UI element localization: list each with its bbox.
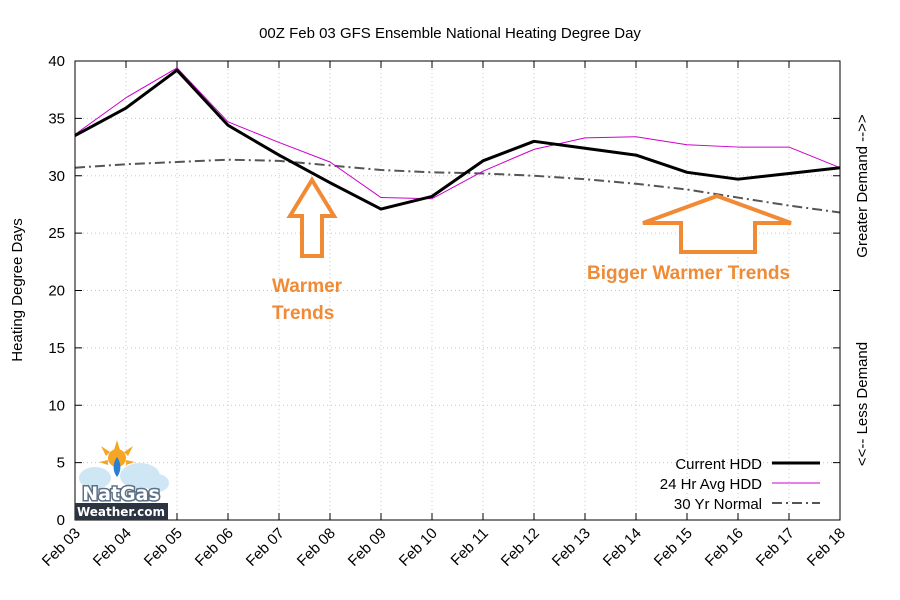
legend-label-24hr: 24 Hr Avg HDD — [660, 476, 762, 493]
x-tick-label: Feb 06 — [192, 525, 237, 570]
right-label-less-demand: <<-- Less Demand — [854, 342, 871, 466]
x-tick-label: Feb 15 — [651, 525, 696, 570]
x-tick-label: Feb 08 — [294, 525, 339, 570]
x-tick-label: Feb 16 — [702, 525, 747, 570]
y-axis-label: Heating Degree Days — [9, 218, 26, 361]
x-tick-label: Feb 09 — [345, 525, 390, 570]
flame-icon — [113, 457, 121, 477]
annotation-warmer: Warmer — [272, 276, 343, 297]
bigger-warmer-trends-arrow — [642, 193, 792, 254]
right-label-greater-demand: Greater Demand -->> — [854, 114, 871, 258]
series-layer — [74, 67, 841, 214]
x-tick-label: Feb 13 — [549, 525, 594, 570]
chart-title: 00Z Feb 03 GFS Ensemble National Heating… — [259, 25, 641, 42]
x-tick-label: Feb 10 — [396, 525, 441, 570]
x-tick-label: Feb 05 — [141, 525, 186, 570]
annotation-bigger-warmer-trends: Bigger Warmer Trends — [587, 263, 790, 284]
y-tick-label: 10 — [48, 397, 65, 414]
y-tick-label: 35 — [48, 110, 65, 127]
y-tick-label: 30 — [48, 168, 65, 185]
cloud-icon — [79, 463, 169, 492]
y-tick-label: 0 — [57, 512, 65, 529]
logo-text-weather: Weather.com — [77, 505, 165, 519]
legend: Current HDD 24 Hr Avg HDD 30 Yr Normal — [660, 456, 820, 513]
x-tick-label: Feb 18 — [804, 525, 849, 570]
logo-banner — [75, 503, 168, 520]
y-tick-label: 25 — [48, 225, 65, 242]
y-tick-label: 40 — [48, 53, 65, 70]
annotation-trends: Trends — [272, 303, 334, 324]
series-line-current-hdd — [74, 68, 841, 211]
plot-border — [74, 60, 841, 521]
x-tick-label: Feb 11 — [448, 525, 492, 569]
x-tick-label: Feb 17 — [753, 525, 798, 570]
warmer-trends-arrow — [286, 176, 338, 258]
x-tick-label: Feb 07 — [243, 525, 288, 570]
y-tick-label: 20 — [48, 283, 65, 300]
legend-label-current: Current HDD — [675, 456, 762, 473]
natgas-weather-logo: NatGas Weather.com — [75, 440, 169, 520]
legend-label-normal: 30 Yr Normal — [674, 496, 762, 513]
grid-layer — [75, 61, 840, 520]
x-tick-label: Feb 12 — [498, 525, 543, 570]
y-tick-label: 15 — [48, 340, 65, 357]
y-tick-label: 5 — [57, 455, 65, 472]
series-line-30-yr-normal — [74, 158, 841, 214]
logo-text-natgas: NatGas — [82, 483, 160, 505]
x-tick-label: Feb 14 — [600, 525, 645, 570]
series-line-24-hr-avg-hdd — [74, 67, 841, 200]
x-tick-label: Feb 04 — [90, 525, 135, 570]
x-tick-label: Feb 03 — [39, 525, 84, 570]
